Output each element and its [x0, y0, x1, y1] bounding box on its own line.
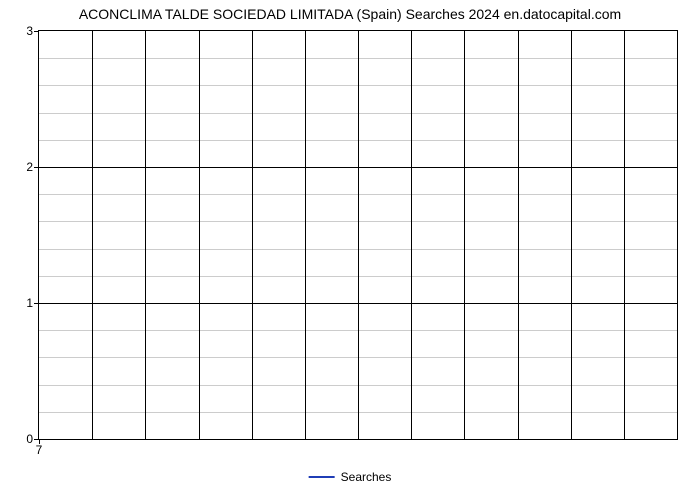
grid-x-major: [252, 31, 253, 439]
ytick-label: 1: [26, 296, 33, 310]
grid-x-major: [411, 31, 412, 439]
legend: Searches: [309, 470, 392, 484]
ytick-mark: [34, 31, 39, 32]
grid-x-major: [624, 31, 625, 439]
xtick-label: 7: [36, 443, 43, 457]
ytick-mark: [34, 167, 39, 168]
ytick-label: 2: [26, 160, 33, 174]
grid-x-major: [571, 31, 572, 439]
grid-x-major: [145, 31, 146, 439]
grid-x-major: [358, 31, 359, 439]
ytick-label: 3: [26, 24, 33, 38]
chart-title: ACONCLIMA TALDE SOCIEDAD LIMITADA (Spain…: [0, 6, 700, 22]
grid-x-major: [305, 31, 306, 439]
legend-label: Searches: [341, 470, 392, 484]
legend-line: [309, 476, 335, 478]
grid-x-major: [464, 31, 465, 439]
plot-area: 01237: [38, 30, 678, 440]
chart-container: ACONCLIMA TALDE SOCIEDAD LIMITADA (Spain…: [0, 0, 700, 500]
grid-x-major: [518, 31, 519, 439]
ytick-label: 0: [26, 432, 33, 446]
grid-x-major: [199, 31, 200, 439]
grid-x-major: [92, 31, 93, 439]
ytick-mark: [34, 303, 39, 304]
